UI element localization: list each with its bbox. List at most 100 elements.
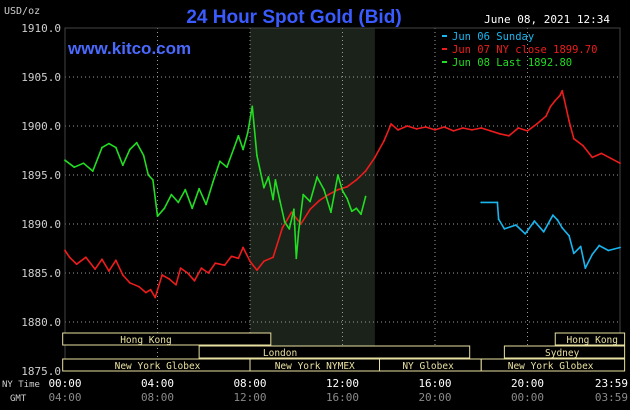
data-point <box>309 200 312 203</box>
data-point <box>168 277 170 280</box>
data-point <box>283 221 286 223</box>
legend-entry: Jun 08 Last 1892.80 <box>452 57 572 69</box>
data-point <box>568 120 571 122</box>
data-point <box>323 188 325 191</box>
data-point <box>498 132 501 135</box>
data-point <box>175 283 177 286</box>
y-tick-label: 1880.0 <box>21 316 61 329</box>
x-tick-ny: 23:59 <box>595 377 628 390</box>
data-point <box>288 228 291 230</box>
data-point <box>68 256 71 259</box>
x-tick-gmt: 12:00 <box>233 391 266 404</box>
data-point <box>609 157 612 160</box>
y-tick-label: 1875.0 <box>21 365 61 378</box>
data-point <box>267 176 270 178</box>
data-point <box>177 201 180 204</box>
market-session-label: New York Globex <box>115 361 201 372</box>
data-point <box>346 197 349 200</box>
y-tick-label: 1900.0 <box>21 120 61 133</box>
data-point <box>561 227 564 229</box>
data-point <box>142 154 145 157</box>
market-session-label: Hong Kong <box>120 335 171 346</box>
data-point <box>568 234 571 237</box>
data-point <box>497 218 500 221</box>
data-point <box>355 207 358 210</box>
data-point <box>390 123 392 125</box>
data-point <box>225 166 228 169</box>
data-point <box>542 230 545 233</box>
data-point <box>406 125 409 127</box>
data-point <box>281 227 284 229</box>
data-point <box>91 170 94 172</box>
data-point <box>558 94 561 97</box>
ny-time-row-label: NY Time <box>2 380 40 390</box>
legend-swatch <box>442 48 447 50</box>
data-point <box>186 272 189 274</box>
data-point <box>373 156 376 159</box>
data-point <box>336 174 339 176</box>
x-tick-gmt: 00:00 <box>511 391 544 404</box>
data-point <box>554 99 557 102</box>
data-point <box>383 139 386 142</box>
x-tick-ny: 12:00 <box>326 377 359 390</box>
data-point <box>496 201 499 204</box>
data-point <box>262 186 265 189</box>
data-point <box>619 246 621 249</box>
data-point <box>121 274 124 276</box>
market-session-label: Hong Kong <box>567 335 618 346</box>
data-point <box>549 105 552 108</box>
market-session-box <box>198 345 471 359</box>
data-point <box>424 126 427 128</box>
data-point <box>619 162 621 165</box>
data-point <box>184 188 187 191</box>
data-point <box>200 267 203 269</box>
legend-swatch <box>442 61 447 63</box>
data-point <box>535 123 538 125</box>
data-point <box>135 141 138 144</box>
data-point <box>237 134 240 137</box>
data-point <box>556 219 559 221</box>
market-session-box <box>62 332 272 346</box>
data-point <box>246 131 249 134</box>
data-point <box>524 232 527 235</box>
x-tick-ny: 04:00 <box>141 377 174 390</box>
data-point <box>309 208 312 211</box>
data-point <box>297 230 300 233</box>
x-tick-ny: 16:00 <box>418 377 451 390</box>
data-point <box>251 105 254 108</box>
data-point <box>82 162 85 165</box>
market-session-box <box>503 345 626 359</box>
data-point <box>515 224 517 226</box>
data-point <box>212 180 214 183</box>
data-point <box>64 249 66 252</box>
x-tick-gmt: 04:00 <box>48 391 81 404</box>
site-watermark: www.kitco.com <box>67 39 191 58</box>
data-point <box>193 279 196 282</box>
data-point <box>108 270 110 272</box>
data-point <box>302 193 305 196</box>
market-session-label: London <box>263 348 297 359</box>
market-session-label: New York NYMEX <box>275 361 355 372</box>
data-point <box>128 281 131 284</box>
data-point <box>237 257 240 260</box>
data-point <box>572 137 575 140</box>
y-unit-label: USD/oz <box>4 6 40 17</box>
data-point <box>256 154 258 157</box>
data-point <box>128 148 131 151</box>
x-tick-ny: 20:00 <box>511 377 544 390</box>
data-point <box>154 296 157 299</box>
data-point <box>272 198 275 201</box>
y-tick-label: 1905.0 <box>21 71 61 84</box>
data-point <box>533 220 536 222</box>
data-point <box>232 147 235 150</box>
data-point <box>242 246 244 249</box>
data-point <box>149 288 152 291</box>
data-point <box>397 129 399 131</box>
data-point <box>316 176 318 178</box>
data-point <box>584 267 587 269</box>
data-point <box>480 201 483 204</box>
data-point <box>508 134 510 137</box>
data-point <box>262 260 265 263</box>
data-point <box>346 185 349 188</box>
data-point <box>249 260 251 263</box>
